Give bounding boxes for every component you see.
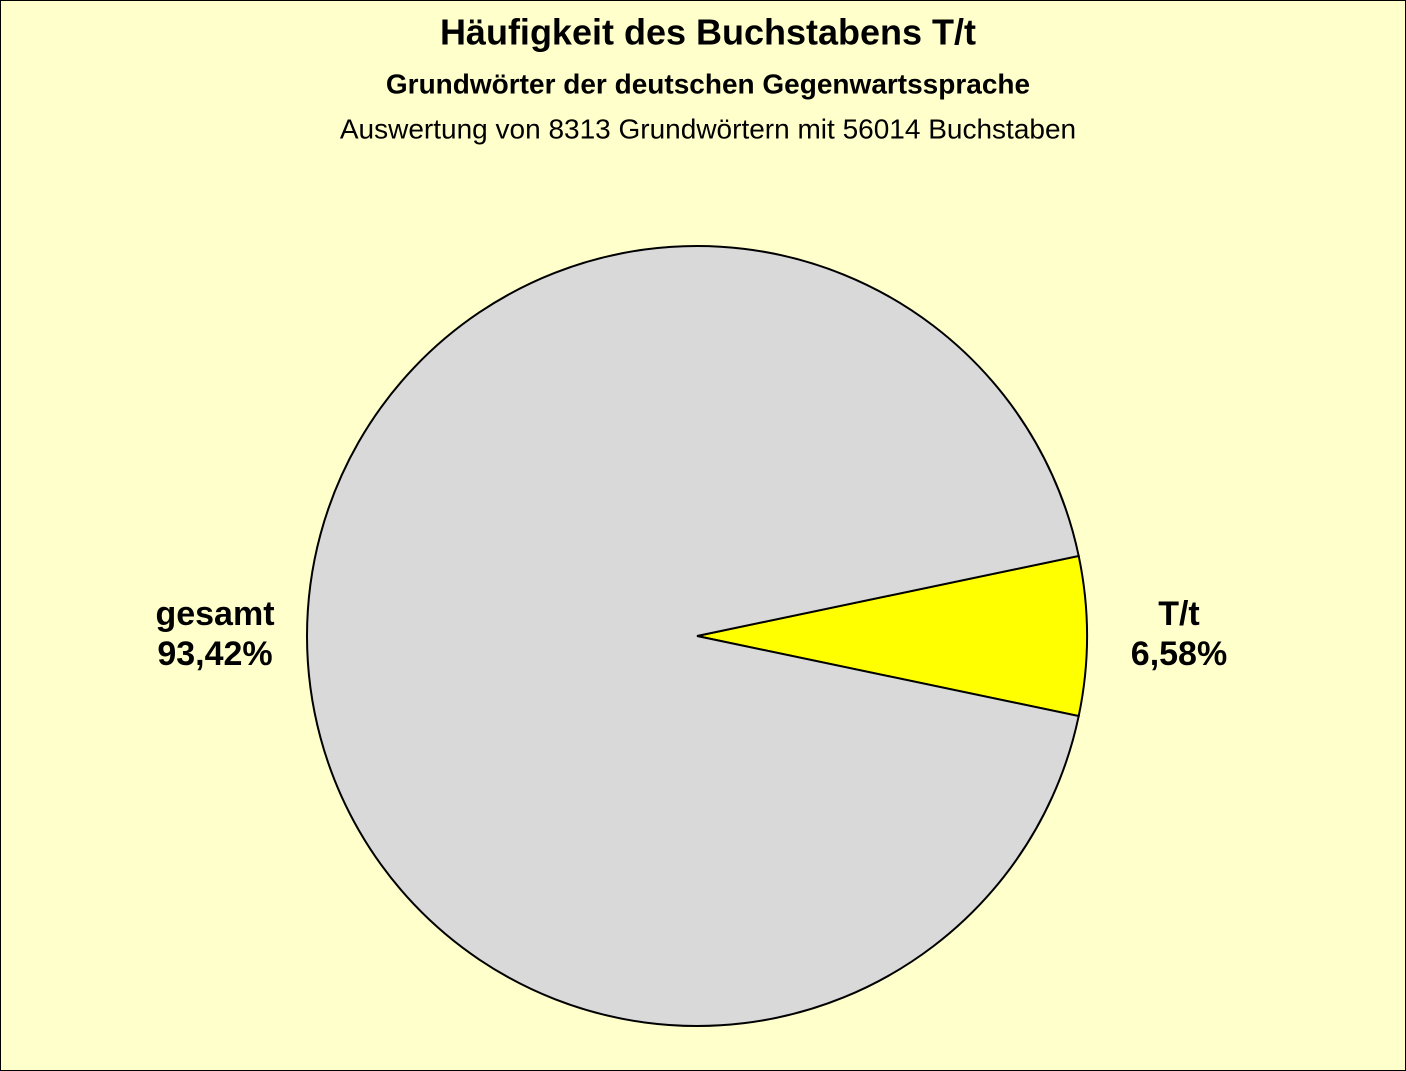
chart-title: Häufigkeit des Buchstabens T/t [440, 12, 976, 53]
slice-category-label: T/t [1158, 595, 1200, 633]
pie-slice [306, 245, 1080, 1027]
slice-value-label: 93,42% [157, 635, 272, 673]
chart-subtitle: Grundwörter der deutschen Gegenwartsspra… [386, 68, 1030, 99]
pie-slice [696, 554, 1089, 718]
slice-value-label: 6,58% [1131, 635, 1227, 673]
chart-description: Auswertung von 8313 Grundwörtern mit 560… [340, 113, 1076, 144]
slice-category-label: gesamt [155, 595, 274, 633]
